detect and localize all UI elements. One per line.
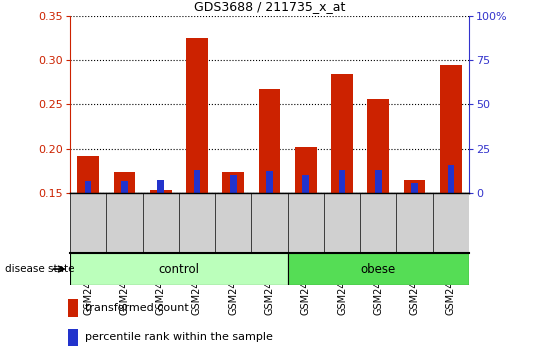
Bar <box>68 299 78 317</box>
Bar <box>447 165 454 193</box>
Bar <box>411 183 418 193</box>
Text: obese: obese <box>361 263 396 275</box>
Bar <box>288 253 469 285</box>
Bar <box>114 172 135 193</box>
Bar <box>121 181 128 193</box>
Bar <box>295 147 316 193</box>
Bar <box>375 170 382 193</box>
Bar <box>85 181 92 193</box>
Bar <box>259 89 280 193</box>
Bar <box>331 74 353 193</box>
Bar <box>302 175 309 193</box>
Bar <box>440 65 462 193</box>
Title: GDS3688 / 211735_x_at: GDS3688 / 211735_x_at <box>194 0 345 13</box>
Text: control: control <box>158 263 199 275</box>
Text: percentile rank within the sample: percentile rank within the sample <box>85 332 272 342</box>
Bar <box>77 156 99 193</box>
Text: disease state: disease state <box>5 264 75 274</box>
Text: transformed count: transformed count <box>85 303 188 313</box>
Bar <box>186 38 208 193</box>
Bar <box>150 190 171 193</box>
Bar <box>368 99 389 193</box>
Bar <box>157 180 164 193</box>
Bar <box>68 329 78 346</box>
Bar <box>338 170 345 193</box>
Bar <box>223 172 244 193</box>
Bar <box>404 180 425 193</box>
Bar <box>230 175 237 193</box>
Bar <box>194 170 201 193</box>
Bar <box>266 171 273 193</box>
Bar <box>70 253 288 285</box>
